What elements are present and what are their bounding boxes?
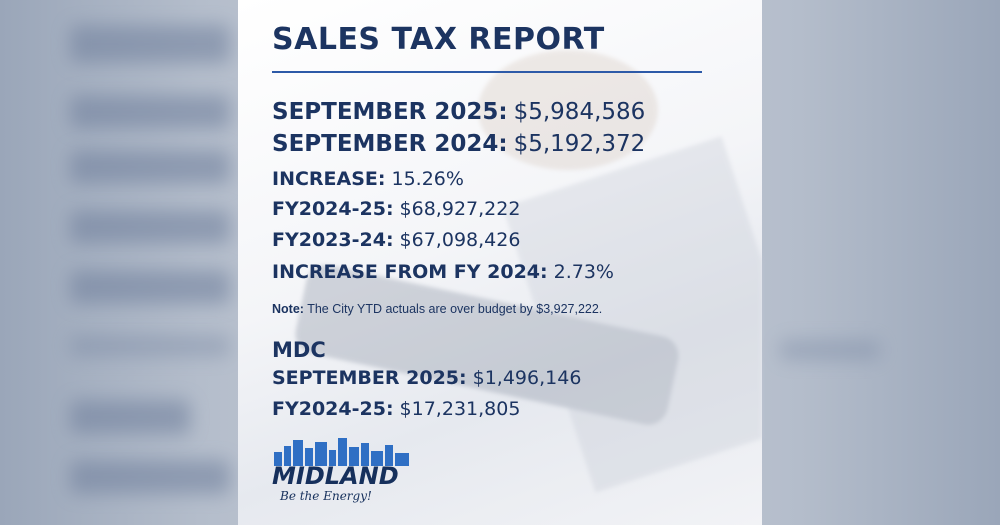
bg-blur — [70, 210, 230, 244]
bg-blur — [70, 25, 230, 63]
title-rule — [272, 71, 702, 73]
bg-blur — [70, 270, 230, 304]
bg-blur — [70, 150, 230, 184]
note-text: The City YTD actuals are over budget by … — [307, 302, 603, 316]
figure-value: $68,927,222 — [399, 198, 521, 220]
figure-row: SEPTEMBER 2025: $5,984,586 — [272, 99, 645, 125]
figure-row: SEPTEMBER 2024: $5,192,372 — [272, 131, 645, 157]
title: SALES TAX REPORT — [272, 22, 605, 57]
bg-blur — [780, 340, 880, 360]
mdc-heading: MDC — [272, 338, 326, 362]
figure-value: $5,984,586 — [513, 99, 646, 125]
figure-row: FY2023-24: $67,098,426 — [272, 229, 520, 251]
bg-blur — [70, 95, 230, 129]
logo: MIDLAND Be the Energy! — [272, 438, 409, 503]
figure-label: FY2023-24: — [272, 229, 394, 251]
note-label: Note: — [272, 302, 304, 316]
logo-tagline: Be the Energy! — [279, 489, 372, 503]
bg-blur — [70, 400, 190, 434]
figure-label: INCREASE FROM FY 2024: — [272, 261, 548, 283]
figure-value: $67,098,426 — [399, 229, 521, 251]
figure-row: FY2024-25: $68,927,222 — [272, 198, 520, 220]
figure-label: FY2024-25: — [272, 398, 394, 420]
figure-row: INCREASE: 15.26% — [272, 168, 464, 190]
figure-value: $5,192,372 — [513, 131, 646, 157]
figure-value: 15.26% — [391, 168, 464, 190]
background-photo — [295, 50, 762, 493]
figure-label: FY2024-25: — [272, 198, 394, 220]
figure-value: $1,496,146 — [472, 367, 582, 389]
bg-blur — [70, 335, 230, 357]
logo-name: MIDLAND — [272, 462, 399, 490]
bg-blur — [70, 460, 230, 494]
figure-row: FY2024-25: $17,231,805 — [272, 398, 520, 420]
figure-label: INCREASE: — [272, 168, 386, 190]
figure-row: SEPTEMBER 2025: $1,496,146 — [272, 367, 581, 389]
figure-label: SEPTEMBER 2025: — [272, 99, 508, 125]
figure-row: INCREASE FROM FY 2024: 2.73% — [272, 261, 614, 283]
note: Note: The City YTD actuals are over budg… — [272, 302, 602, 316]
figure-value: 2.73% — [553, 261, 614, 283]
figure-value: $17,231,805 — [399, 398, 521, 420]
report-panel: SALES TAX REPORT SEPTEMBER 2025: $5,984,5… — [238, 0, 762, 525]
figure-label: SEPTEMBER 2025: — [272, 367, 467, 389]
figure-label: SEPTEMBER 2024: — [272, 131, 508, 157]
